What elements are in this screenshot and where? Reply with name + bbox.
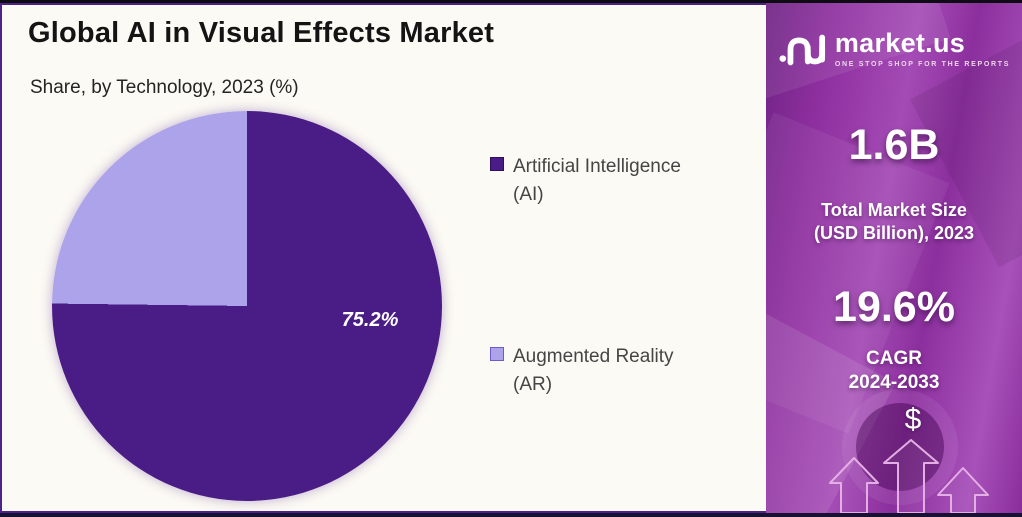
market-size-label: Total Market Size (USD Billion), 2023: [766, 199, 1022, 245]
legend-label-ar: Augmented Reality (AR): [513, 343, 674, 398]
growth-arrows-icon: [829, 439, 989, 513]
cagr-label: CAGR 2024-2033: [766, 347, 1022, 396]
brand-tagline: ONE STOP SHOP FOR THE REPORTS: [834, 61, 1011, 68]
chart-area: Global AI in Visual Effects Market Share…: [0, 3, 766, 513]
legend-label-ai: Artificial Intelligence (AI): [513, 153, 681, 208]
market-size-label-line1: Total Market Size: [821, 200, 967, 220]
pie-slice-data-label: 75.2%: [341, 309, 399, 331]
legend-label-ai-line2: (AI): [513, 183, 544, 205]
side-panel: market.us ONE STOP SHOP FOR THE REPORTS …: [766, 3, 1022, 513]
legend-label-ar-line2: (AR): [513, 373, 553, 395]
brand-logo-text: market.us ONE STOP SHOP FOR THE REPORTS: [834, 28, 1011, 69]
market-size-value: 1.6B: [848, 121, 940, 169]
brand-name: market.us: [834, 28, 966, 58]
cagr-label-line1: CAGR: [866, 348, 922, 369]
cagr-value: 19.6%: [833, 283, 955, 331]
legend-item-augmented-reality: Augmented Reality (AR): [490, 343, 674, 398]
brand-logo: market.us ONE STOP SHOP FOR THE REPORTS: [766, 29, 1022, 69]
legend-item-artificial-intelligence: Artificial Intelligence (AI): [490, 153, 681, 208]
legend-label-ar-line1: Augmented Reality: [513, 346, 674, 367]
legend-label-ai-line1: Artificial Intelligence: [513, 156, 681, 177]
market-size-label-line2: (USD Billion), 2023: [813, 223, 975, 244]
cagr-label-line2: 2024-2033: [848, 372, 940, 394]
market-us-logo-icon: [779, 34, 825, 66]
pie: 75.2%: [52, 111, 442, 501]
legend-swatch-ar: [490, 347, 504, 361]
chart-subtitle: Share, by Technology, 2023 (%): [30, 77, 299, 98]
legend-swatch-ai: [490, 157, 504, 171]
dollar-sign: $: [904, 403, 922, 436]
page-title: Global AI in Visual Effects Market: [28, 17, 495, 49]
